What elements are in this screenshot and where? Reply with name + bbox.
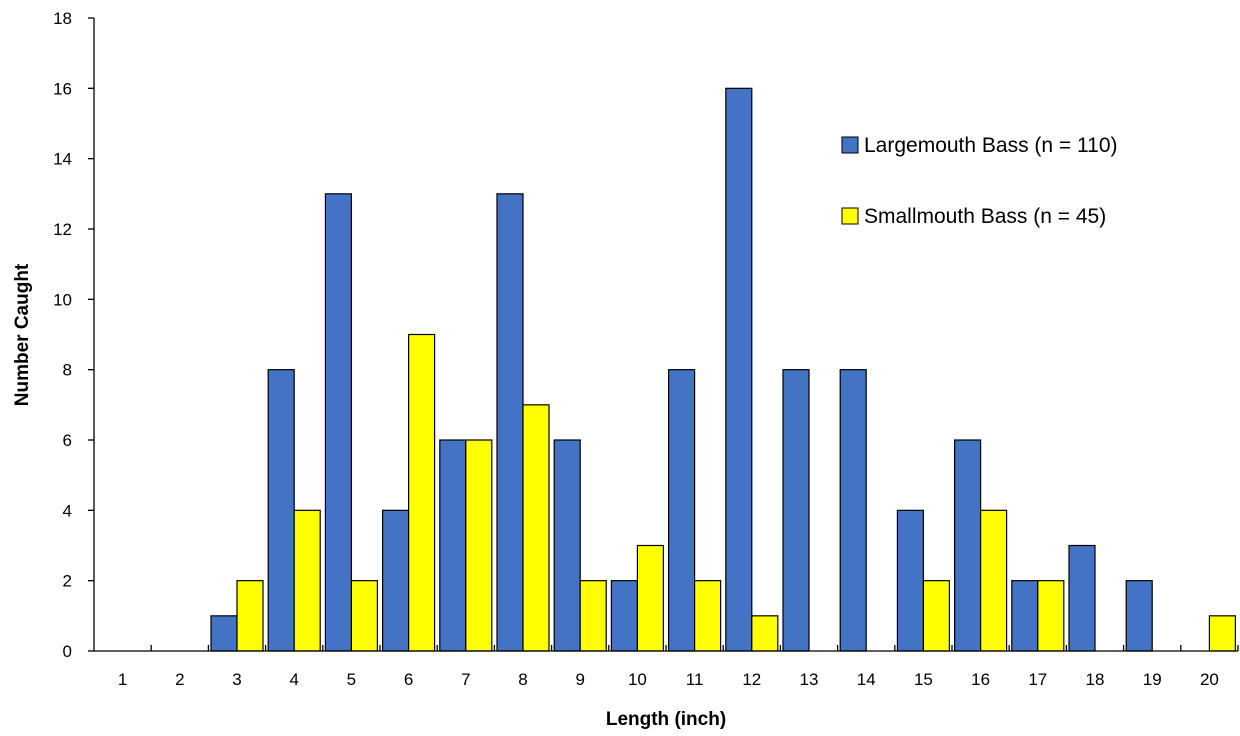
y-tick-label: 12 bbox=[53, 220, 72, 239]
y-tick-label: 0 bbox=[63, 642, 72, 661]
x-tick-label: 20 bbox=[1200, 670, 1219, 689]
largemouth-bar-8 bbox=[496, 193, 524, 652]
largemouth-bar-5 bbox=[324, 193, 352, 652]
largemouth-bar-4 bbox=[267, 369, 295, 652]
smallmouth-bar-7 bbox=[465, 439, 493, 652]
bars bbox=[210, 87, 1237, 652]
x-tick-label: 5 bbox=[347, 670, 356, 689]
x-tick-label: 16 bbox=[971, 670, 990, 689]
largemouth-bar-10 bbox=[610, 580, 639, 652]
smallmouth-bar-16 bbox=[979, 509, 1008, 652]
x-tick-label: 8 bbox=[518, 670, 527, 689]
smallmouth-bar-9 bbox=[579, 580, 607, 652]
x-axis-title: Length (inch) bbox=[606, 709, 726, 730]
legend-label-smallmouth: Smallmouth Bass (n = 45) bbox=[864, 205, 1106, 228]
x-tick-label: 17 bbox=[1028, 670, 1047, 689]
x-tick-label: 1 bbox=[118, 670, 127, 689]
y-tick-label: 8 bbox=[63, 361, 72, 380]
largemouth-bar-18 bbox=[1068, 544, 1096, 652]
x-tick-label: 14 bbox=[857, 670, 876, 689]
x-tick-label: 2 bbox=[175, 670, 184, 689]
smallmouth-bar-5 bbox=[350, 580, 378, 652]
x-tick-label: 3 bbox=[232, 670, 241, 689]
smallmouth-bar-17 bbox=[1037, 580, 1065, 652]
y-tick-label: 2 bbox=[63, 572, 72, 591]
y-tick-label: 14 bbox=[53, 150, 72, 169]
smallmouth-bar-11 bbox=[693, 580, 722, 652]
smallmouth-bar-6 bbox=[408, 333, 436, 652]
largemouth-bar-19 bbox=[1125, 580, 1153, 652]
largemouth-bar-16 bbox=[953, 439, 982, 652]
x-tick-label: 19 bbox=[1143, 670, 1162, 689]
x-tick-label: 9 bbox=[575, 670, 584, 689]
x-tick-label: 12 bbox=[742, 670, 761, 689]
largemouth-bar-12 bbox=[725, 87, 753, 652]
largemouth-bar-9 bbox=[553, 439, 581, 652]
smallmouth-bar-15 bbox=[922, 580, 951, 652]
y-tick-label: 10 bbox=[53, 290, 72, 309]
y-tick-label: 6 bbox=[63, 431, 72, 450]
y-axis-title: Number Caught bbox=[12, 263, 33, 406]
legend-label-largemouth: Largemouth Bass (n = 110) bbox=[864, 134, 1118, 157]
largemouth-bar-7 bbox=[439, 439, 467, 652]
x-axis-ticks: 1 2 3 4 5 6 7 8 9 10 11 12 13 14 15 16 17 18 19 20 bbox=[118, 645, 1239, 689]
smallmouth-bar-3 bbox=[236, 580, 264, 652]
legend: Largemouth Bass (n = 110) Smallmouth Bas… bbox=[841, 134, 1118, 228]
x-tick-label: 11 bbox=[686, 670, 704, 689]
largemouth-bar-15 bbox=[896, 509, 925, 652]
smallmouth-bar-4 bbox=[293, 509, 321, 652]
y-tick-label: 16 bbox=[53, 79, 72, 98]
y-axis-ticks: 0 2 4 6 8 10 12 14 16 18 bbox=[53, 9, 94, 661]
smallmouth-bar-8 bbox=[522, 404, 550, 652]
legend-swatch-largemouth bbox=[841, 136, 859, 154]
x-tick-label: 4 bbox=[289, 670, 298, 689]
smallmouth-bar-20 bbox=[1208, 615, 1237, 652]
largemouth-bar-13 bbox=[782, 369, 810, 652]
largemouth-bar-3 bbox=[210, 615, 238, 652]
x-tick-label: 15 bbox=[914, 670, 933, 689]
x-tick-label: 6 bbox=[404, 670, 413, 689]
x-tick-label: 10 bbox=[628, 670, 647, 689]
smallmouth-bar-12 bbox=[751, 615, 779, 652]
largemouth-bar-17 bbox=[1011, 580, 1039, 652]
x-tick-label: 13 bbox=[800, 670, 819, 689]
y-tick-label: 4 bbox=[63, 501, 72, 520]
x-tick-label: 18 bbox=[1086, 670, 1105, 689]
x-tick-label: 7 bbox=[461, 670, 470, 689]
largemouth-bar-14 bbox=[839, 369, 867, 652]
largemouth-bar-6 bbox=[382, 509, 410, 652]
legend-swatch-smallmouth bbox=[841, 207, 859, 225]
smallmouth-bar-10 bbox=[636, 544, 665, 652]
y-tick-label: 18 bbox=[53, 9, 72, 28]
largemouth-bar-11 bbox=[667, 369, 696, 652]
